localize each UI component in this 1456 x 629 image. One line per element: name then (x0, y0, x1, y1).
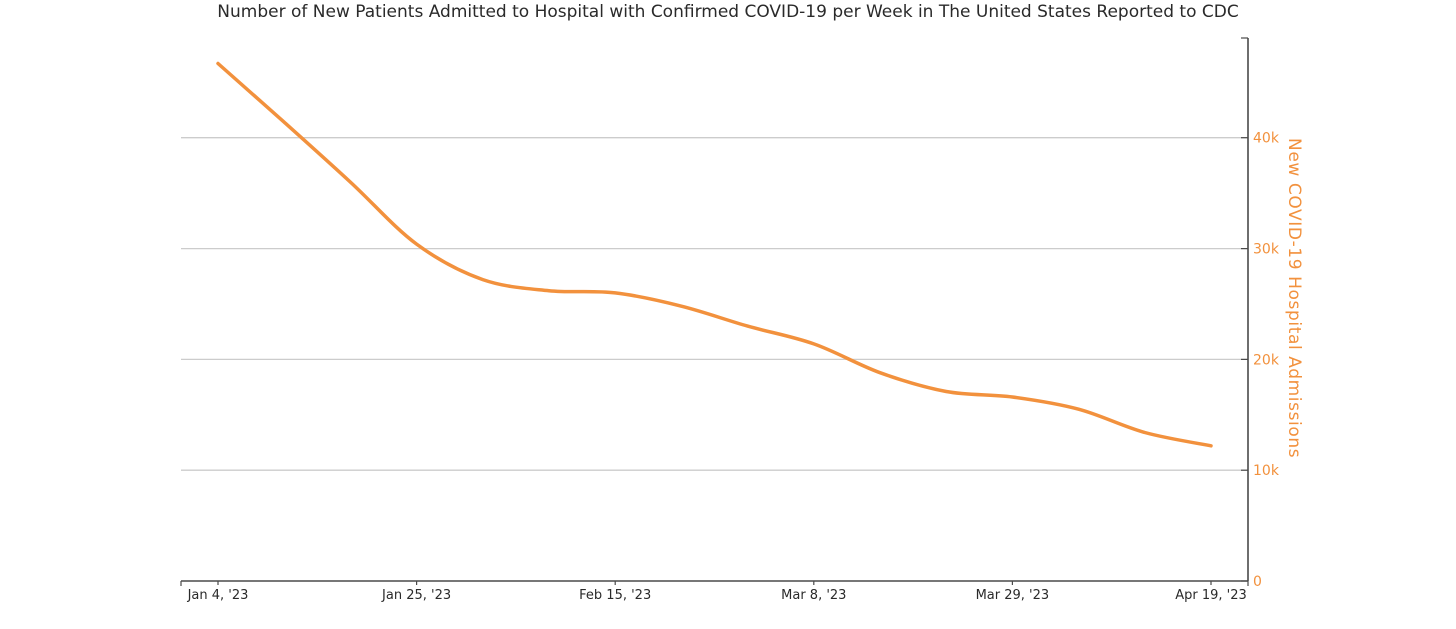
y-tick-label: 20k (1253, 352, 1280, 368)
x-tick-label: Mar 8, '23 (781, 588, 846, 603)
y-tick-label: 0 (1253, 574, 1262, 590)
chart-title: Number of New Patients Admitted to Hospi… (217, 2, 1239, 22)
y-tick-label: 10k (1253, 463, 1280, 479)
x-tick-label: Jan 25, '23 (381, 588, 451, 603)
y-axis-title: New COVID-19 Hospital Admissions (1284, 138, 1304, 459)
x-tick-label: Jan 4, '23 (187, 588, 249, 603)
y-tick-label: 40k (1253, 131, 1280, 147)
x-tick-label: Apr 19, '23 (1175, 588, 1247, 603)
x-tick-label: Feb 15, '23 (579, 588, 651, 603)
x-tick-label: Mar 29, '23 (976, 588, 1050, 603)
y-tick-label: 30k (1253, 242, 1280, 258)
admissions-data-line (216, 61, 1213, 448)
